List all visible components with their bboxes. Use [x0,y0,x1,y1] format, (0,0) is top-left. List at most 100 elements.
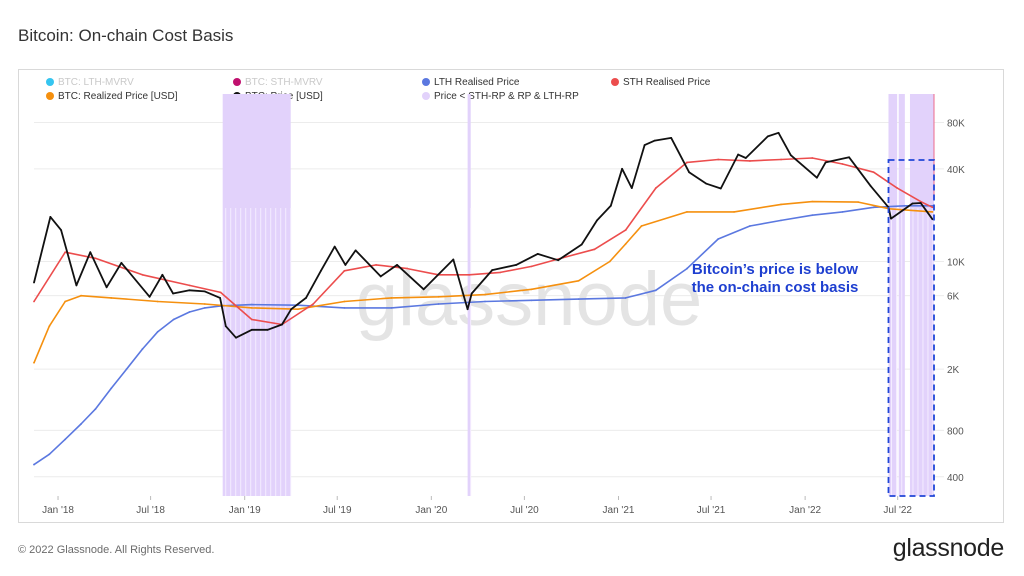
data-point-btc-price-usd- [75,284,78,287]
data-point-btc-price-usd- [766,135,769,138]
glassnode-logo: glassnode [892,534,1005,562]
data-point-lth-realised-price [780,219,783,222]
data-point-btc-realized-price-usd- [156,300,159,303]
data-point-btc-price-usd- [379,275,382,278]
data-point-btc-realized-price-usd- [811,200,814,203]
data-point-btc-price-usd- [931,218,934,221]
data-point-btc-realized-price-usd- [640,225,643,227]
x-tick-label: Jul '20 [510,505,539,516]
x-tick-label: Jul '19 [323,505,352,516]
data-point-btc-price-usd- [890,217,892,220]
data-point-sth-realised-price [343,269,346,272]
data-point-btc-price-usd- [609,204,612,207]
copyright-footer: © 2022 Glassnode. All Rights Reserved. [18,544,215,556]
data-point-btc-price-usd- [105,286,108,289]
x-tick-label: Jan '20 [415,505,447,516]
data-point-btc-price-usd- [491,269,494,271]
data-point-lth-realised-price [343,306,346,309]
data-point-sth-realised-price [686,161,688,164]
legend-item-lth-realised-price[interactable]: LTH Realised Price [422,77,519,88]
data-point-sth-realised-price [375,264,378,266]
data-point-sth-realised-price [811,157,814,159]
data-point-btc-realized-price-usd- [530,288,533,291]
data-point-btc-price-usd- [188,289,191,292]
data-point-sth-realised-price [896,187,899,189]
data-point-btc-price-usd- [235,336,237,339]
data-point-sth-realised-price [780,158,783,161]
data-point-btc-realized-price-usd- [64,300,67,303]
data-point-sth-realised-price [654,187,657,189]
data-point-btc-price-usd- [596,219,598,222]
data-point-lth-realised-price [80,423,82,425]
chart-title: Bitcoin: On-chain Cost Basis [18,26,234,45]
data-point-btc-price-usd- [396,264,398,266]
data-point-btc-price-usd- [172,292,174,295]
data-point-btc-realized-price-usd- [931,211,934,213]
watermark-text: glassnode [356,257,703,342]
legend-item-sth-mvrv[interactable]: BTC: STH-MVRV [233,77,323,88]
data-point-lth-realised-price [686,267,688,270]
data-point-lth-realised-price [141,348,144,350]
legend-label: STH Realised Price [623,77,711,88]
data-point-lth-realised-price [188,311,191,313]
data-point-btc-price-usd- [705,182,708,185]
data-point-btc-realized-price-usd- [48,325,51,328]
data-point-lth-realised-price [390,306,393,309]
data-point-btc-price-usd- [688,171,690,174]
y-tick-label: 6K [947,292,960,303]
data-point-btc-price-usd- [344,264,347,266]
data-point-btc-price-usd- [203,290,206,293]
highlight-band-2 [888,94,898,496]
data-point-btc-price-usd- [536,253,539,255]
series-line-lth-realised-price [33,205,933,466]
legend-dot-icon [233,78,241,86]
legend-item-price-below-cost-basis[interactable]: Price < STH-RP & RP & LTH-RP [422,91,579,102]
data-point-btc-price-usd- [815,176,818,179]
data-point-btc-price-usd- [250,328,253,331]
legend-item-lth-mvrv[interactable]: BTC: LTH-MVRV [46,77,134,88]
data-point-btc-price-usd- [670,137,673,139]
callout-box [887,159,935,497]
chart-frame [18,69,1004,523]
data-point-btc-price-usd- [466,308,469,311]
data-point-lth-realised-price [654,289,657,292]
data-point-btc-price-usd- [148,295,151,298]
data-point-btc-realized-price-usd- [203,303,206,305]
data-point-btc-realized-price-usd- [484,293,486,296]
data-point-lth-realised-price [203,306,206,309]
data-point-btc-price-usd- [470,292,473,295]
data-point-lth-realised-price [33,463,35,466]
data-point-lth-realised-price [64,438,67,441]
data-point-btc-price-usd- [224,325,227,328]
data-point-sth-realised-price [219,291,222,294]
data-point-lth-realised-price [48,453,51,456]
legend-label: BTC: LTH-MVRV [58,77,134,88]
data-point-btc-price-usd- [49,215,52,218]
y-tick-label: 40K [947,165,965,176]
data-point-sth-realised-price [872,171,875,174]
data-point-btc-price-usd- [777,131,780,134]
data-point-lth-realised-price [717,238,720,240]
legend-dot-icon [422,92,430,100]
data-point-btc-price-usd- [333,245,336,248]
data-point-sth-realised-price [717,158,720,161]
data-point-btc-price-usd- [789,154,792,157]
data-point-sth-realised-price [919,200,922,203]
data-point-lth-realised-price [172,318,175,321]
legend-item-realized-price[interactable]: BTC: Realized Price [USD] [46,91,177,102]
y-tick-label: 400 [947,473,964,484]
data-point-lth-realised-price [749,225,751,227]
legend-item-sth-realised-price[interactable]: STH Realised Price [611,77,710,88]
x-tick-label: Jul '22 [883,505,912,516]
legend-dot-icon [422,78,430,86]
data-point-btc-price-usd- [621,167,623,170]
data-point-lth-realised-price [811,214,814,217]
legend-dot-icon [46,92,54,100]
data-point-sth-realised-price [141,273,144,276]
data-point-sth-realised-price [33,300,35,303]
data-point-lth-realised-price [94,408,97,411]
data-point-sth-realised-price [312,303,315,305]
data-point-btc-price-usd- [33,281,35,284]
legend-dot-icon [611,78,619,86]
series-line-sth-realised-price [33,157,933,326]
